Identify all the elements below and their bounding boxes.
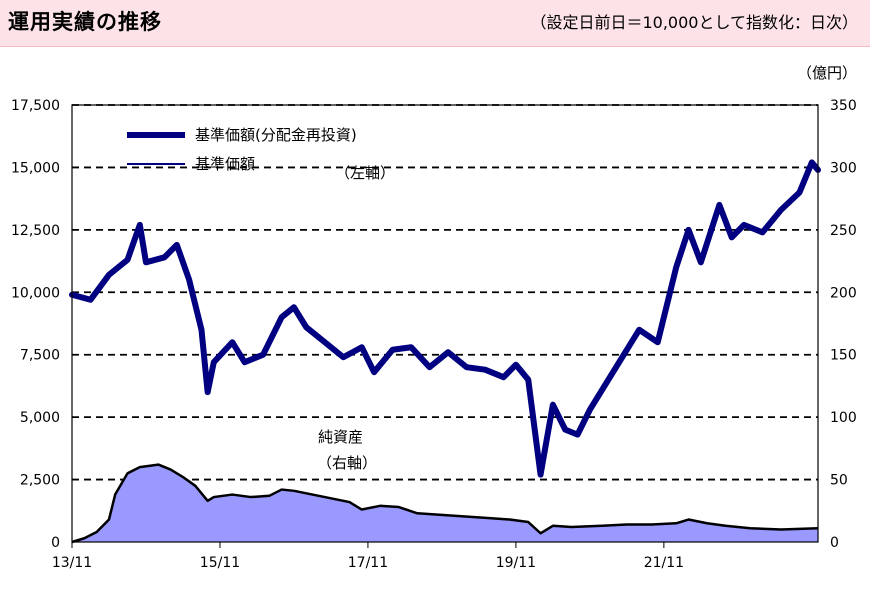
x-tick-label: 19/11 <box>496 555 536 571</box>
line-reinvested <box>69 159 821 478</box>
right-tick-label: 350 <box>830 98 857 114</box>
left-axis-ticks: 0 2,500 5,000 7,500 10,000 12,500 15,000 17,500 <box>11 98 60 551</box>
legend: 基準価額(分配金再投資) 基準価額 <box>127 126 357 173</box>
chart-title: 運用実績の推移 <box>8 10 162 34</box>
right-tick-label: 250 <box>830 223 857 239</box>
net-assets-fill <box>72 464 818 542</box>
left-tick-label: 7,500 <box>20 348 60 364</box>
price-lines <box>69 159 821 478</box>
right-axis-unit: （億円） <box>797 64 858 82</box>
plot-frame <box>71 104 819 543</box>
left-tick-label: 12,500 <box>11 223 60 239</box>
right-axis-ticks: 0 50 100 150 200 250 300 350 <box>830 98 857 551</box>
right-tick-label: 300 <box>830 160 857 176</box>
line-nav <box>71 161 819 476</box>
x-axis-ticks: 13/11 15/11 17/11 19/11 21/11 <box>52 542 684 571</box>
x-tick-label: 15/11 <box>200 555 240 571</box>
left-tick-label: 15,000 <box>11 160 60 176</box>
left-axis-note: （左軸） <box>335 164 395 182</box>
left-tick-label: 10,000 <box>11 285 60 301</box>
right-axis-note: （右軸） <box>317 454 377 472</box>
plot-border <box>71 104 819 543</box>
chart-note: （設定日前日＝10,000として指数化：日次） <box>530 13 858 32</box>
legend-label-nav: 基準価額 <box>195 155 255 173</box>
x-tick-label: 17/11 <box>348 555 388 571</box>
right-tick-label: 50 <box>830 473 848 489</box>
left-tick-label: 0 <box>51 535 60 551</box>
left-tick-label: 5,000 <box>20 410 60 426</box>
left-tick-label: 2,500 <box>20 473 60 489</box>
grid-lines <box>72 104 818 481</box>
right-tick-label: 0 <box>830 535 839 551</box>
x-tick-label: 21/11 <box>644 555 684 571</box>
right-tick-label: 100 <box>830 410 857 426</box>
legend-label-reinvested: 基準価額(分配金再投資) <box>195 126 357 144</box>
left-tick-label: 17,500 <box>11 98 60 114</box>
net-assets-label: 純資産 <box>318 428 363 446</box>
chart-header: 運用実績の推移 （設定日前日＝10,000として指数化：日次） <box>0 0 870 47</box>
right-tick-label: 200 <box>830 285 857 301</box>
net-assets-area <box>71 463 819 544</box>
right-tick-label: 150 <box>830 348 857 364</box>
x-tick-label: 13/11 <box>52 555 92 571</box>
net-assets-outline <box>71 463 819 544</box>
